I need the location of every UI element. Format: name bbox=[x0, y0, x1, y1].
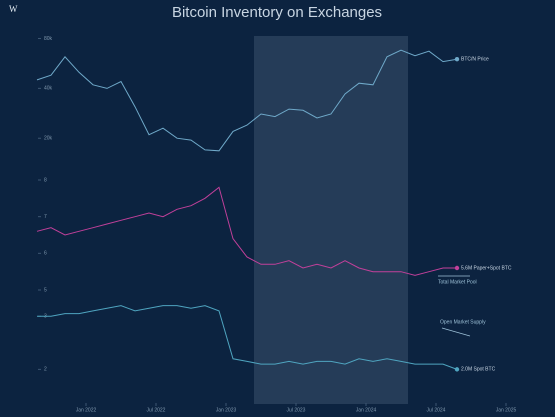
y-tick-label: 40k bbox=[44, 86, 53, 92]
series-line bbox=[37, 305, 458, 370]
y-tick-label: 7 bbox=[44, 214, 47, 220]
series-line bbox=[36, 186, 457, 276]
series-line bbox=[36, 49, 458, 152]
series-label: 2.0M Spot BTC bbox=[461, 367, 496, 373]
y-tick-label: 6 bbox=[44, 251, 47, 257]
y-tick-label: 8 bbox=[44, 177, 47, 183]
logo: W bbox=[9, 4, 18, 14]
annotation: Open Market Supply bbox=[440, 319, 486, 325]
end-dot bbox=[454, 367, 460, 372]
end-dot bbox=[454, 265, 460, 271]
y-tick-label: 5 bbox=[44, 287, 47, 293]
y-tick-label: 80k bbox=[44, 36, 53, 42]
y-tick-label: 2 bbox=[44, 367, 47, 373]
y-tick-label: 20k bbox=[44, 136, 53, 142]
x-tick-label: Jan 2024 bbox=[356, 407, 377, 413]
x-tick-label: Jan 2023 bbox=[216, 407, 237, 413]
chart-title: Bitcoin Inventory on Exchanges bbox=[172, 4, 382, 21]
series-label: 5.6M Paper+Spot BTC bbox=[461, 265, 512, 271]
annotation-arrow bbox=[441, 327, 471, 337]
x-tick-label: Jul 2023 bbox=[287, 407, 306, 413]
x-tick-label: Jul 2022 bbox=[147, 407, 166, 413]
highlight-band bbox=[254, 36, 408, 404]
series-label: BTC/N Price bbox=[461, 57, 489, 63]
x-tick-label: Jan 2022 bbox=[76, 407, 97, 413]
x-tick-label: Jul 2024 bbox=[427, 407, 446, 413]
end-dot bbox=[454, 56, 460, 62]
annotation: Total Market Pool bbox=[438, 279, 477, 285]
x-tick-label: Jan 2025 bbox=[496, 407, 517, 413]
